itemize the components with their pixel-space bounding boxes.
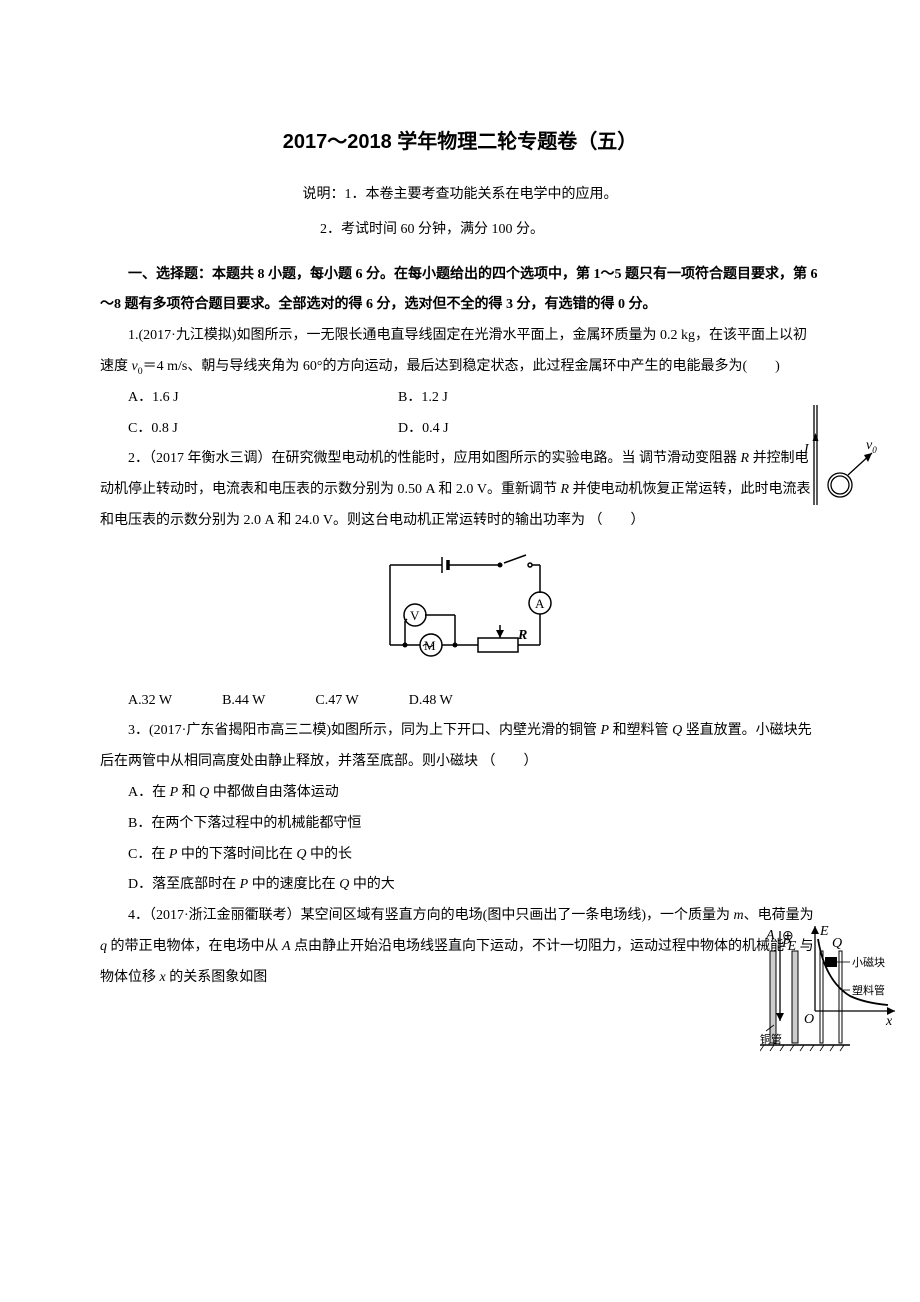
q3C-2: 中的下落时间比在 — [177, 847, 296, 862]
q4-figure: A ⊕ E O x — [760, 921, 890, 1044]
q3A-2: 和 — [178, 785, 199, 800]
note2-text: 考试时间 60 分钟，满分 100 分。 — [341, 222, 544, 237]
q1-optA: A．1.6 J — [128, 383, 398, 414]
q3-text: 3．(2017·广东省揭阳市高三二模)如图所示，同为上下开口、内壁光滑的铜管 P… — [100, 716, 820, 778]
q3-optC: C．在 P 中的下落时间比在 Q 中的长 — [100, 840, 820, 871]
q2-t2: 调节滑动变阻器 — [639, 451, 741, 466]
q2-V-label: V — [410, 608, 420, 623]
q4-fig-plus: ⊕ — [782, 929, 794, 944]
q4-fig-O: O — [804, 1012, 814, 1027]
q1-options-row2: C．0.8 J D．0.4 J — [100, 414, 820, 445]
q2-options: A.32 W B.44 W C.47 W D.48 W — [100, 686, 820, 717]
q4-t3: 的带正电物体，在电场中从 — [107, 939, 282, 954]
q2-text: 2．（2017 年衡水三调）在研究微型电动机的性能时，应用如图所示的实验电路。当… — [100, 444, 820, 536]
q2-optB: B.44 W — [222, 686, 265, 717]
q4-fig-A: A — [765, 928, 775, 943]
q3A-1: A．在 — [128, 785, 170, 800]
q1-t2: ＝4 m/s、朝与导线夹角为 60°的方向运动，最后达到稳定状态，此过程金属环中… — [143, 359, 780, 374]
q3C-1: C．在 — [128, 847, 169, 862]
q3D-1: D．落至底部时在 — [128, 877, 240, 892]
q2-R1: R — [741, 451, 750, 466]
q2-A-label: A — [535, 596, 545, 611]
q3-Q1: Q — [672, 723, 682, 738]
q3D-P: P — [240, 877, 249, 892]
q3C-Q: Q — [296, 847, 306, 862]
q2-t1: 2．（2017 年衡水三调）在研究微型电动机的性能时，应用如图所示的实验电路。当 — [128, 451, 636, 466]
q1-optC: C．0.8 J — [128, 414, 398, 445]
q4-fig-E: E — [819, 924, 829, 939]
q1-optD: D．0.4 J — [398, 414, 668, 445]
q2-optC: C.47 W — [315, 686, 358, 717]
q3-P1: P — [601, 723, 610, 738]
q3D-2: 中的速度比在 — [248, 877, 339, 892]
q3-optA: A．在 P 和 Q 中都做自由落体运动 — [100, 778, 820, 809]
q3-optB: B．在两个下落过程中的机械能都守恒 — [100, 809, 820, 840]
q3A-3: 中都做自由落体运动 — [209, 785, 339, 800]
q1-figure: I v0 — [800, 405, 880, 518]
q2-circuit-figure: A R M ～ V — [100, 545, 820, 678]
svg-text:～: ～ — [422, 639, 434, 653]
q3-t2: 和塑料管 — [609, 723, 672, 738]
q3-t1: 3．(2017·广东省揭阳市高三二模)如图所示，同为上下开口、内壁光滑的铜管 — [128, 723, 601, 738]
q1-optB: B．1.2 J — [398, 383, 668, 414]
q3C-3: 中的长 — [307, 847, 353, 862]
svg-text:v0: v0 — [866, 438, 877, 455]
section-1-header: 一、选择题：本题共 8 小题，每小题 6 分。在每小题给出的四个选项中，第 1～… — [100, 260, 820, 322]
q4-t4: 点由静止开始沿电场线竖直向下运动，不计一切阻力，运动过程中物体的机械能 — [291, 939, 788, 954]
q3D-3: 中的大 — [349, 877, 395, 892]
note2-prefix: 2． — [320, 222, 341, 237]
q4-t6: 的关系图象如图 — [166, 970, 268, 985]
note-line-2: 2．考试时间 60 分钟，满分 100 分。 — [100, 215, 820, 246]
q2-optD: D.48 W — [409, 686, 453, 717]
q1-fig-I: I — [803, 442, 810, 457]
q4-fig-x: x — [885, 1014, 893, 1029]
q3A-Q: Q — [199, 785, 209, 800]
q4-q: q — [100, 939, 107, 954]
q3-optD: D．落至底部时在 P 中的速度比在 Q 中的大 — [100, 870, 820, 901]
q4-t1: 4．（2017·浙江金丽衢联考）某空间区域有竖直方向的电场(图中只画出了一条电场… — [128, 908, 733, 923]
q4-A: A — [282, 939, 291, 954]
note1-text: 本卷主要考查功能关系在电学中的应用。 — [366, 187, 618, 202]
q4-m: m — [733, 908, 743, 923]
q1-text: 1.(2017·九江模拟)如图所示，一无限长通电直导线固定在光滑水平面上，金属环… — [100, 321, 820, 383]
q1-options-row1: A．1.6 J B．1.2 J — [100, 383, 820, 414]
q3D-Q: Q — [339, 877, 349, 892]
q4-text: 4．（2017·浙江金丽衢联考）某空间区域有竖直方向的电场(图中只画出了一条电场… — [100, 901, 820, 993]
page-title: 2017～2018 学年物理二轮专题卷（五） — [100, 120, 820, 164]
note-line-1: 说明：1．本卷主要考查功能关系在电学中的应用。 — [100, 180, 820, 211]
q3A-P: P — [170, 785, 179, 800]
q2-R-label: R — [517, 628, 527, 643]
q2-R2: R — [560, 482, 569, 497]
note1-prefix: 说明：1． — [303, 187, 366, 202]
q2-optA: A.32 W — [128, 686, 172, 717]
q1-fig-v-sub: 0 — [872, 445, 877, 455]
